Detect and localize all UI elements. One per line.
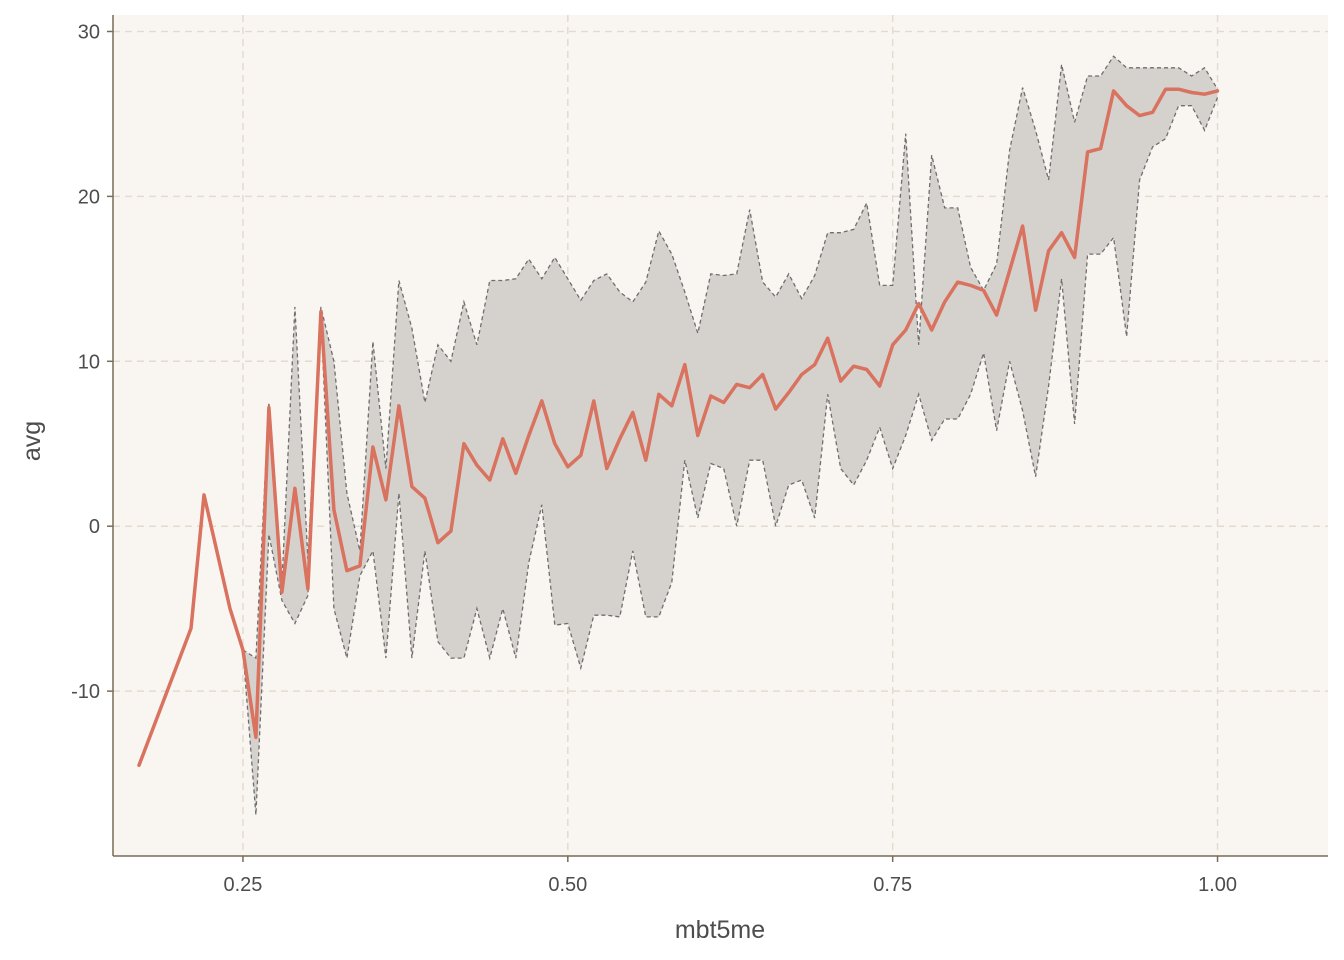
x-tick-label: 0.25 bbox=[223, 874, 262, 896]
x-tick-label: 0.75 bbox=[873, 874, 912, 896]
band-lower-edge bbox=[242, 97, 1219, 815]
series-line bbox=[137, 87, 1220, 768]
data-series bbox=[137, 87, 1220, 768]
x-tick-label: 1.00 bbox=[1198, 874, 1237, 896]
x-axis-title: mbt5me bbox=[675, 916, 765, 944]
y-tick-label: 30 bbox=[78, 21, 100, 43]
y-tick-label: 20 bbox=[78, 186, 100, 208]
y-axis-title: avg bbox=[18, 421, 46, 461]
band-area bbox=[242, 56, 1218, 815]
y-tick-label: 10 bbox=[78, 351, 100, 373]
confidence-band bbox=[242, 55, 1219, 815]
y-tick-label: 0 bbox=[89, 516, 100, 538]
band-upper-edge bbox=[242, 55, 1219, 660]
x-tick-label: 0.50 bbox=[548, 874, 587, 896]
y-tick-label: -10 bbox=[71, 681, 100, 703]
tick-marks: 0.25 0.50 0.75 1.00 -10 0 10 20 30 bbox=[71, 21, 1237, 896]
axes bbox=[112, 15, 1328, 857]
